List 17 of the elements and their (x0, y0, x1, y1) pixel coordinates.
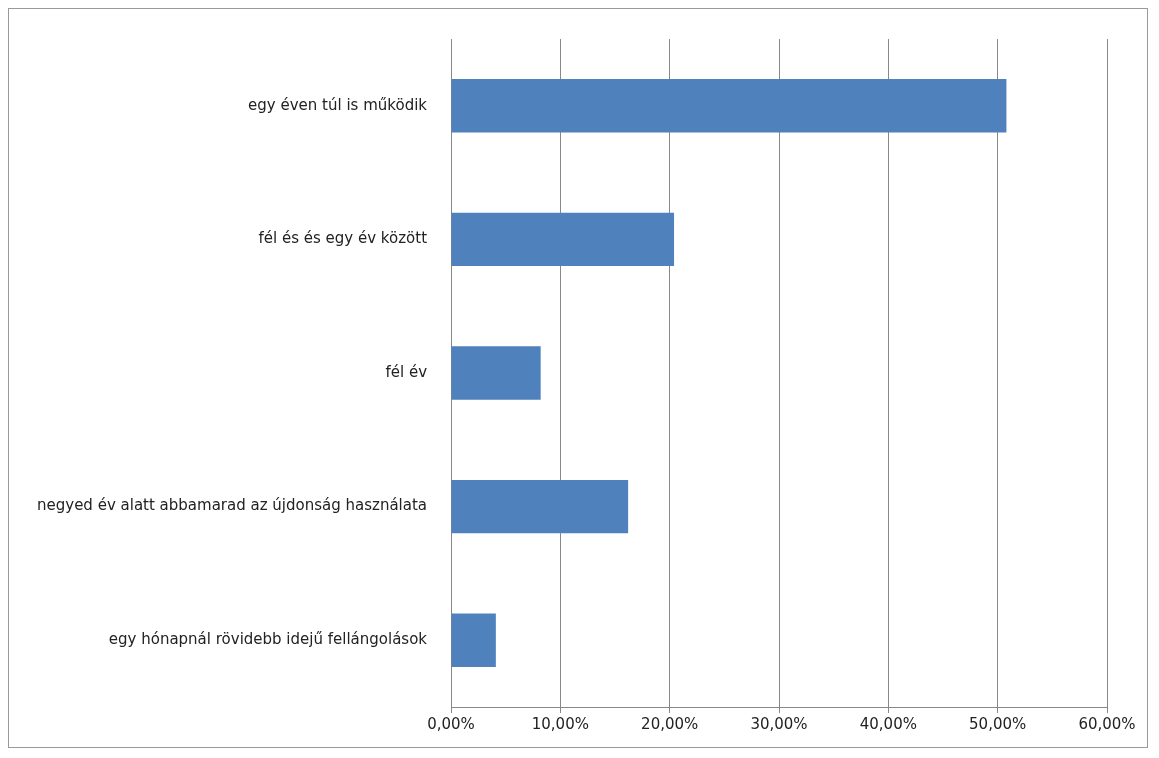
y-tick-label: fél év (385, 362, 428, 381)
bar (451, 479, 629, 534)
x-tick-label: 0,00% (427, 714, 475, 733)
x-tick-label: 20,00% (641, 714, 699, 733)
x-tick-label: 50,00% (969, 714, 1027, 733)
x-tick-label: 40,00% (859, 714, 917, 733)
bar (451, 79, 1007, 133)
bar (451, 613, 496, 667)
y-tick-label: egy hónapnál rövidebb idejű fellángolások (108, 630, 428, 649)
y-tick-label: fél és és egy év között (258, 229, 428, 248)
x-tick-label: 30,00% (750, 714, 808, 733)
y-tick-label: egy éven túl is működik (248, 95, 428, 114)
x-tick-label: 60,00% (1078, 714, 1136, 733)
bar (451, 346, 541, 400)
y-tick-label: negyed év alatt abbamarad az újdonság használata (37, 496, 428, 515)
bar (451, 212, 675, 267)
x-tick-label: 10,00% (531, 714, 589, 733)
